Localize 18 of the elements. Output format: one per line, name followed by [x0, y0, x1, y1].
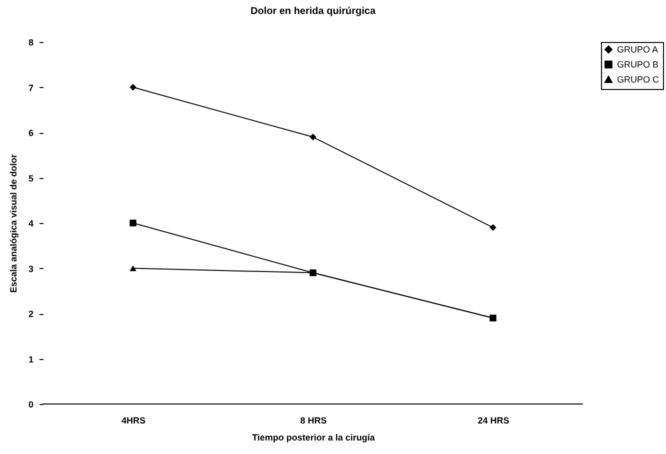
y-tick-label: 8 — [28, 38, 34, 48]
legend-label: GRUPO C — [617, 74, 660, 84]
x-axis-title: Tiempo posterior a la cirugía — [252, 432, 376, 442]
y-tick-label: 0 — [28, 400, 34, 410]
x-tick-label: 24 HRS — [478, 416, 510, 426]
y-tick-label: 6 — [28, 128, 34, 138]
y-tick-label: 5 — [28, 173, 34, 184]
y-tick-label: 1 — [28, 354, 34, 364]
y-tick-label: 3 — [28, 264, 34, 274]
y-tick-label: 2 — [28, 309, 34, 319]
x-tick-label: 4HRS — [121, 416, 146, 426]
y-tick-label: 4 — [28, 218, 34, 228]
chart-title: Dolor en herida quirúrgica — [250, 6, 376, 17]
x-tick-label: 8 HRS — [300, 416, 327, 426]
y-tick-label: 7 — [28, 82, 34, 93]
legend-label: GRUPO A — [617, 44, 658, 54]
y-axis-title: Escala analógica visual de dolor — [8, 154, 18, 293]
legend-label: GRUPO B — [617, 60, 659, 70]
